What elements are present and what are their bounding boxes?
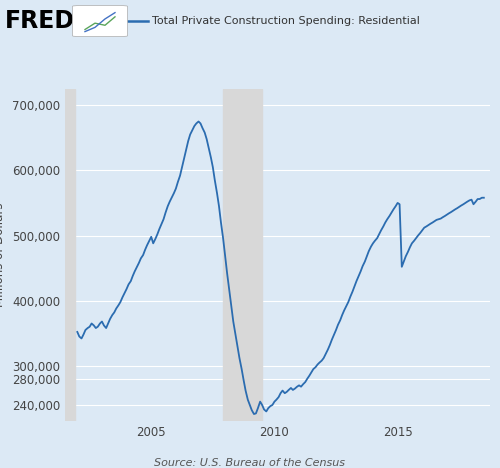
Text: FRED: FRED <box>5 9 75 33</box>
Text: Source: U.S. Bureau of the Census: Source: U.S. Bureau of the Census <box>154 458 346 468</box>
Bar <box>223 89 262 421</box>
Bar <box>59 89 76 421</box>
Text: Total Private Construction Spending: Residential: Total Private Construction Spending: Res… <box>152 16 420 26</box>
FancyBboxPatch shape <box>72 6 128 37</box>
Y-axis label: Millions of Dollars: Millions of Dollars <box>0 203 6 307</box>
